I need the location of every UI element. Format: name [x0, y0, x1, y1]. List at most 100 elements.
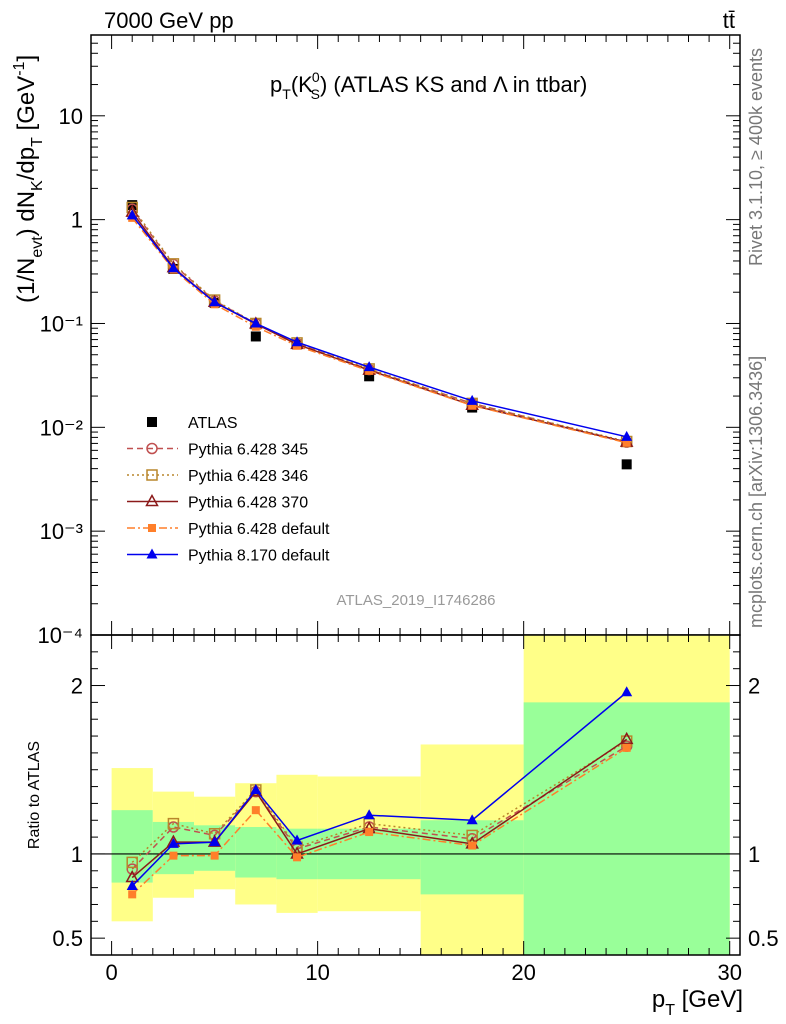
main-series-4 — [128, 213, 631, 447]
legend-marker — [148, 524, 156, 532]
main-point — [250, 317, 262, 328]
ratio-x-ticks: 0 10 20 30 — [105, 635, 742, 985]
legend-label: Pythia 6.428 370 — [188, 495, 308, 512]
ratio-point — [167, 837, 179, 848]
main-series-5 — [126, 209, 633, 441]
ratio-inner-band — [194, 825, 236, 871]
legend-marker — [146, 548, 158, 559]
chart-title: pT(K0 S) (ATLAS KS and Λ in ttbar) — [270, 69, 587, 102]
main-y-ticks: 10 1 10⁻¹ 10⁻² 10⁻³ 10⁻⁴ — [37, 34, 740, 648]
legend-marker — [146, 442, 158, 455]
ratio-series-3 — [128, 743, 631, 899]
main-point — [209, 296, 221, 307]
legend-entry: Pythia 6.428 default — [127, 521, 330, 538]
x-tick-label: 30 — [717, 960, 741, 985]
mcplots-label: mcplots.cern.ch [arXiv:1306.3436] — [746, 356, 766, 628]
rivet-label: Rivet 3.1.10, ≥ 400k events — [746, 48, 766, 266]
x-axis-label: pT [GeV] — [652, 986, 743, 1019]
ratio-frame — [90, 634, 741, 956]
main-point — [622, 438, 631, 447]
legend-label: Pythia 8.170 default — [188, 548, 330, 565]
main-y-tick-label: 10 — [59, 104, 83, 129]
main-series-2 — [126, 201, 633, 448]
main-point — [364, 371, 375, 382]
ratio-series-line — [131, 691, 628, 887]
main-series-line — [131, 207, 627, 443]
ratio-point — [293, 853, 302, 862]
main-point — [363, 361, 375, 372]
legend-label: ATLAS — [188, 415, 238, 432]
y-axis-label: (1/Nevt) dNK/dpT [GeV-1] — [11, 55, 46, 303]
legend-marker — [145, 493, 159, 507]
main-y-tick-label: 10⁻⁴ — [37, 623, 83, 648]
ratio-point — [365, 828, 374, 837]
legend-entry: Pythia 6.428 345 — [127, 442, 308, 459]
legend-entry: Pythia 6.428 370 — [127, 493, 308, 512]
x-tick-label: 10 — [305, 960, 329, 985]
main-series-line — [131, 214, 627, 438]
ratio-point — [126, 863, 138, 875]
ratio-point — [466, 814, 478, 825]
ratio-series-line — [131, 738, 628, 879]
ratio-point — [621, 686, 633, 697]
ratio-y-tick-label-right: 1 — [748, 842, 760, 867]
legend-label: Pythia 6.428 default — [188, 521, 330, 538]
ratio-y-tick-label-right: 2 — [748, 674, 760, 699]
ratio-series-line — [131, 740, 628, 863]
main-point — [466, 394, 478, 405]
legend-entry: Pythia 6.428 346 — [127, 468, 308, 485]
x-tick-label: 0 — [105, 960, 117, 985]
main-point — [468, 401, 477, 410]
main-point — [167, 262, 179, 273]
ratio-y-tick-label: 1 — [71, 842, 83, 867]
main-y-tick-label: 1 — [71, 208, 83, 233]
main-frame — [90, 34, 741, 636]
x-tick-label: 20 — [511, 960, 535, 985]
ratio-inner-band — [235, 827, 277, 878]
ratio-point — [167, 817, 180, 830]
main-x-ticks — [111, 35, 731, 635]
main-point — [126, 209, 138, 220]
analysis-label: ATLAS_2019_I1746286 — [336, 592, 495, 609]
ratio-series-line — [131, 747, 628, 895]
main-point — [250, 331, 261, 342]
ratio-point — [250, 783, 262, 794]
ratio-point — [466, 829, 478, 842]
ratio-bands — [111, 635, 730, 955]
ratio-point — [251, 806, 260, 815]
main-panel: 10 1 10⁻¹ 10⁻² 10⁻³ 10⁻⁴ pT(K0 S) (ATLAS KS an… — [11, 34, 741, 648]
ratio-panel: 0.5 0.5 1 1 2 2 0 10 20 30 Ratio to ATLAS pT [Ge… — [26, 634, 779, 1019]
legend-label: Pythia 6.428 345 — [188, 442, 308, 459]
ratio-point — [210, 851, 219, 860]
ratio-point — [468, 841, 477, 850]
main-series-layer — [125, 200, 634, 470]
ratio-point — [169, 851, 178, 860]
legend-entry: ATLAS — [147, 415, 238, 432]
ratio-point — [128, 890, 137, 899]
ratio-y-tick-label: 2 — [71, 674, 83, 699]
main-y-tick-label: 10⁻² — [40, 415, 83, 440]
ratio-y-ticks: 0.5 0.5 1 1 2 2 — [52, 634, 779, 956]
ratio-point — [126, 856, 138, 869]
ratio-series-line — [131, 745, 628, 870]
ratio-point — [619, 731, 634, 745]
legend-label: Pythia 6.428 346 — [188, 468, 308, 485]
ratio-y-tick-label-right: 0.5 — [748, 926, 779, 951]
main-y-tick-label: 10⁻³ — [40, 519, 83, 544]
ratio-point — [622, 743, 631, 752]
ratio-y-axis-label: Ratio to ATLAS — [26, 741, 43, 849]
ratio-point — [126, 879, 138, 890]
ratio-point — [291, 834, 303, 845]
ratio-point — [209, 836, 221, 847]
main-series-line — [131, 217, 627, 444]
main-series-line — [131, 208, 627, 443]
legend-marker — [146, 469, 158, 481]
legend: ATLAS Pythia 6.428 345 Pythia 6.428 346 Pyt… — [127, 415, 330, 565]
main-point — [621, 459, 632, 470]
ratio-series-4 — [126, 686, 633, 890]
ratio-inner-band — [420, 820, 524, 895]
ratio-point — [363, 809, 375, 820]
main-series-1 — [126, 203, 633, 448]
ratio-inner-band — [152, 821, 195, 875]
main-series-line — [131, 211, 627, 443]
